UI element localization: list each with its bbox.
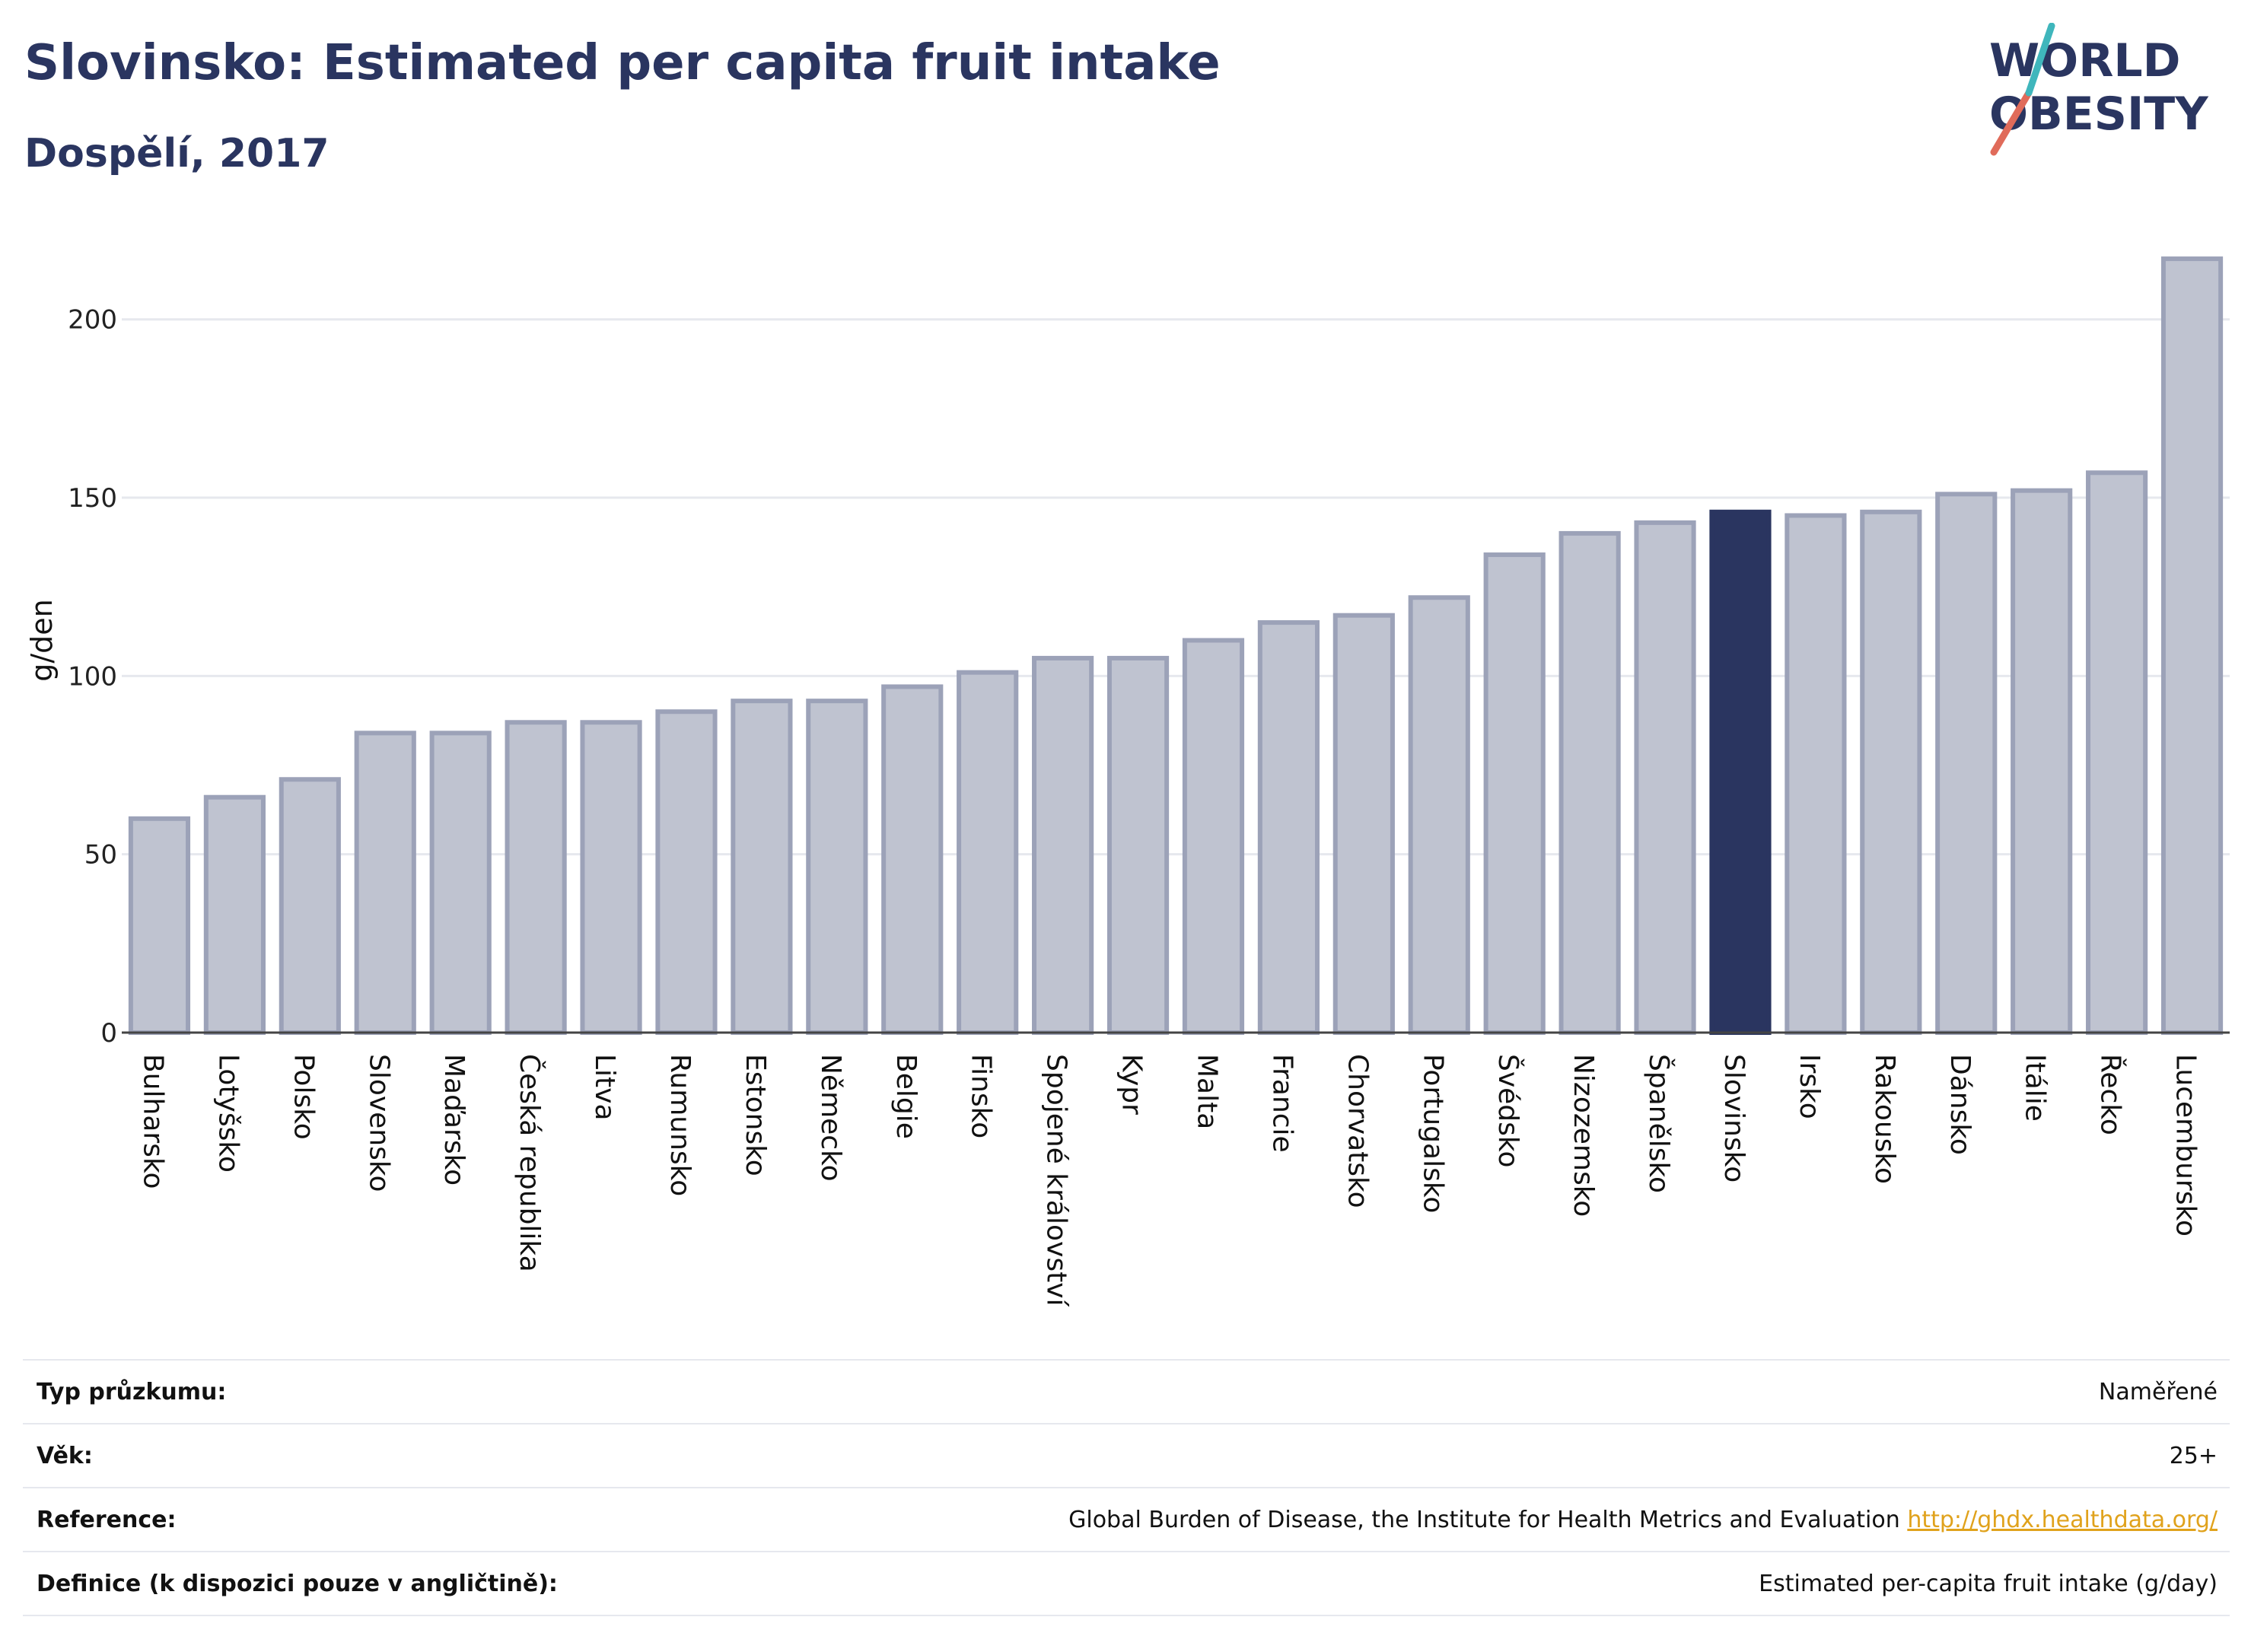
bar xyxy=(1860,509,1922,1035)
reference-label: Reference: xyxy=(37,1507,177,1533)
bar xyxy=(1332,613,1395,1035)
y-tick-label: 100 xyxy=(68,661,117,692)
x-tick-label: Litva xyxy=(589,1054,620,1121)
bar xyxy=(203,794,266,1035)
bar xyxy=(1032,655,1094,1035)
x-tick-label: Malta xyxy=(1191,1054,1222,1129)
bar xyxy=(1182,638,1245,1035)
survey-type-value: Naměřené xyxy=(2098,1379,2218,1405)
y-tick-label: 50 xyxy=(84,840,117,871)
x-tick-label: Itálie xyxy=(2020,1054,2051,1122)
reference-value: Global Burden of Disease, the Institute … xyxy=(1068,1507,2218,1533)
logo-line1: WORLD xyxy=(1989,34,2180,88)
x-tick-label: Lotyšsko xyxy=(212,1054,244,1173)
x-tick-label: Řecko xyxy=(2095,1054,2127,1135)
y-axis-label: g/den xyxy=(25,599,59,682)
x-tick-label: Německo xyxy=(815,1054,846,1182)
bar xyxy=(957,670,1019,1035)
bar xyxy=(2086,470,2148,1035)
x-tick-label: Polsko xyxy=(288,1054,319,1140)
x-tick-label: Bulharsko xyxy=(137,1054,168,1189)
bar xyxy=(881,684,944,1035)
reference-text: Global Burden of Disease, the Institute … xyxy=(1068,1507,1900,1533)
y-tick-label: 150 xyxy=(68,483,117,514)
bar xyxy=(1559,530,1621,1035)
x-tick-label: Francie xyxy=(1266,1054,1297,1153)
x-tick-label: Slovensko xyxy=(363,1054,394,1192)
x-tick-label: Maďarsko xyxy=(438,1054,470,1186)
x-tick-label: Španělsko xyxy=(1643,1054,1675,1193)
info-row-age: Věk: 25+ xyxy=(23,1423,2230,1487)
info-table: Typ průzkumu: Naměřené Věk: 25+ Referenc… xyxy=(23,1359,2230,1616)
reference-link[interactable]: http://ghdx.healthdata.org/ xyxy=(1907,1507,2218,1533)
bar xyxy=(429,731,492,1035)
x-tick-label: Slovinsko xyxy=(1718,1054,1750,1183)
chart-subtitle: Dospělí, 2017 xyxy=(24,131,330,177)
bar-highlight xyxy=(1709,509,1772,1035)
definition-label: Definice (k dispozici pouze v angličtině… xyxy=(37,1571,558,1597)
bar xyxy=(731,699,793,1035)
x-tick-label: Nizozemsko xyxy=(1568,1054,1599,1217)
logo-stroke-teal xyxy=(2025,23,2055,97)
x-tick-label: Česká republika xyxy=(514,1054,546,1272)
x-tick-label: Irsko xyxy=(1794,1054,1825,1119)
bar xyxy=(655,709,718,1036)
x-tick-label: Chorvatsko xyxy=(1342,1054,1373,1208)
bar xyxy=(1106,655,1170,1035)
world-obesity-logo: WORLD OBESITY xyxy=(1989,23,2209,156)
definition-value: Estimated per-capita fruit intake (g/day… xyxy=(1759,1571,2218,1597)
x-tick-label: Finsko xyxy=(966,1054,997,1138)
bar-chart: 0 50 100 150 200 Bulharsko Lotyšsko Polsko Slov… xyxy=(25,256,2230,1307)
logo-stroke-coral xyxy=(1990,89,2033,156)
bar xyxy=(580,720,642,1035)
age-label: Věk: xyxy=(37,1443,93,1469)
info-row-definition: Definice (k dispozici pouze v angličtině… xyxy=(23,1551,2230,1616)
x-tick-label: Portugalsko xyxy=(1417,1054,1448,1213)
x-tick-label: Spojené království xyxy=(1041,1054,1072,1307)
x-tick-label: Rumunsko xyxy=(664,1054,696,1196)
x-tick-label: Estonsko xyxy=(740,1054,771,1176)
chart-title: Slovinsko: Estimated per capita fruit in… xyxy=(24,35,1221,91)
bar xyxy=(1483,552,1546,1035)
age-value: 25+ xyxy=(2169,1443,2218,1469)
bar xyxy=(1935,492,1998,1035)
bar xyxy=(1785,513,1847,1035)
info-row-survey-type: Typ průzkumu: Naměřené xyxy=(23,1359,2230,1423)
x-tick-label: Dánsko xyxy=(1944,1054,1976,1155)
x-tick-label: Kypr xyxy=(1116,1054,1148,1115)
x-tick-label: Lucembursko xyxy=(2170,1054,2202,1237)
survey-type-label: Typ průzkumu: xyxy=(37,1379,227,1405)
x-tick-label: Švédsko xyxy=(1492,1054,1524,1168)
bar xyxy=(806,699,868,1035)
bar xyxy=(279,777,341,1035)
bar xyxy=(505,720,567,1035)
y-tick-labels: 0 50 100 150 200 xyxy=(68,305,117,1049)
y-tick-label: 0 xyxy=(100,1018,117,1049)
bar xyxy=(354,731,416,1035)
bar xyxy=(128,816,191,1036)
bars xyxy=(128,256,2224,1036)
y-tick-label: 200 xyxy=(68,305,117,336)
bar xyxy=(1257,620,1320,1035)
bar xyxy=(1408,595,1470,1035)
bar xyxy=(1634,520,1696,1035)
bar xyxy=(2011,488,2073,1035)
info-row-reference: Reference: Global Burden of Disease, the… xyxy=(23,1487,2230,1551)
bar xyxy=(2160,256,2224,1035)
x-tick-labels: Bulharsko Lotyšsko Polsko Slovensko Maďarsko… xyxy=(137,1054,2201,1307)
x-tick-label: Rakousko xyxy=(1869,1054,1900,1184)
x-tick-label: Belgie xyxy=(890,1054,922,1139)
